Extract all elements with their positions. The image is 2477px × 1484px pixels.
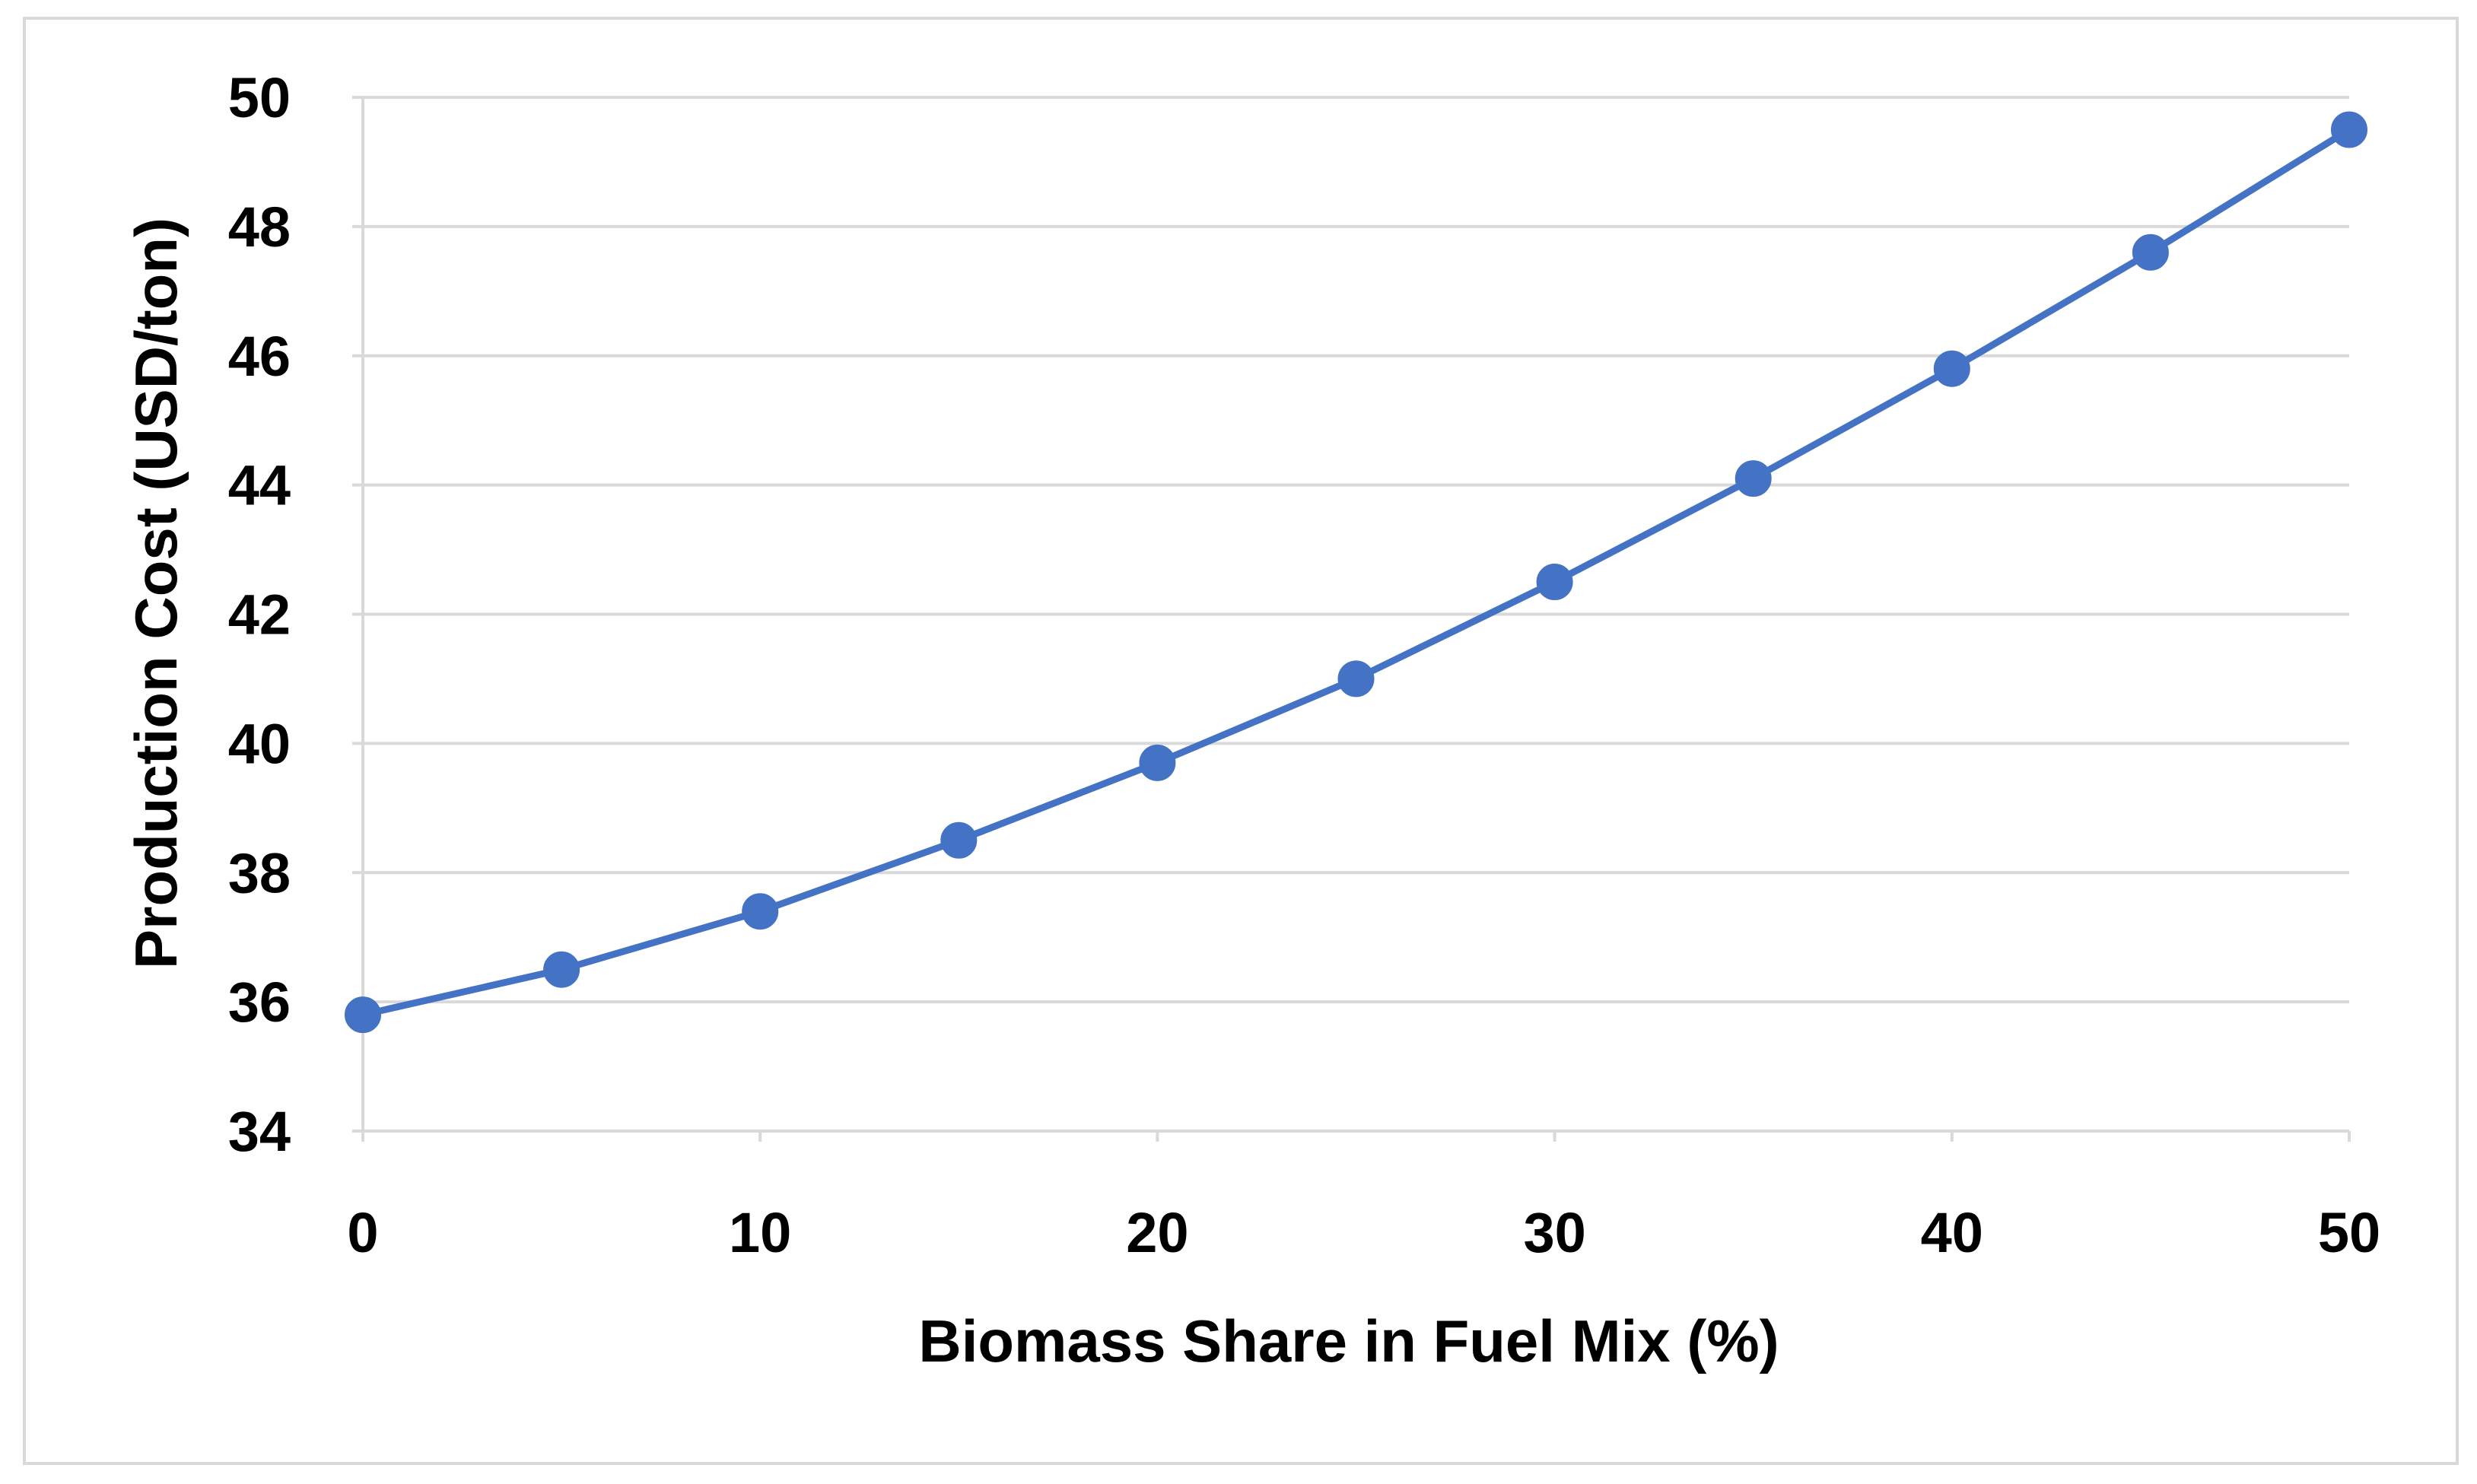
data-point: [1536, 564, 1573, 600]
y-tick-label: 46: [228, 325, 291, 388]
x-tick-label: 40: [1921, 1201, 1983, 1264]
y-tick-label: 44: [228, 454, 291, 517]
y-axis-title: Production Cost (USD/ton): [122, 218, 189, 969]
data-point: [1735, 460, 1772, 497]
data-point: [1139, 744, 1176, 781]
x-tick-label: 0: [347, 1201, 378, 1264]
x-tick-label: 50: [2318, 1201, 2380, 1264]
y-tick-label: 42: [228, 583, 291, 647]
x-axis-title: Biomass Share in Fuel Mix (%): [918, 1308, 1779, 1374]
y-tick-label: 50: [228, 66, 291, 129]
data-point: [940, 821, 978, 859]
axes: [352, 96, 2351, 1142]
x-tick-labels: 0 10 20 30 40 50: [347, 1201, 2380, 1264]
y-tick-label: 48: [228, 195, 291, 259]
data-point: [2331, 111, 2367, 148]
y-tick-label: 34: [228, 1100, 291, 1163]
data-point: [543, 951, 580, 988]
data-point: [1337, 660, 1375, 698]
x-tick-label: 10: [729, 1201, 791, 1264]
data-point: [2132, 234, 2169, 271]
y-tick-labels: 34 36 38 40 42 44 46 48 50: [228, 66, 291, 1163]
y-tick-label: 38: [228, 841, 291, 904]
y-tick-label: 36: [228, 971, 291, 1034]
x-tick-label: 30: [1523, 1201, 1585, 1264]
data-point: [742, 893, 779, 930]
y-tick-label: 40: [228, 712, 291, 775]
series: [345, 111, 2367, 1034]
x-tick-label: 20: [1126, 1201, 1188, 1264]
data-point: [345, 996, 381, 1034]
data-point: [1933, 350, 1970, 387]
chart-border: [23, 17, 2459, 1465]
gridlines: [363, 96, 2349, 1004]
